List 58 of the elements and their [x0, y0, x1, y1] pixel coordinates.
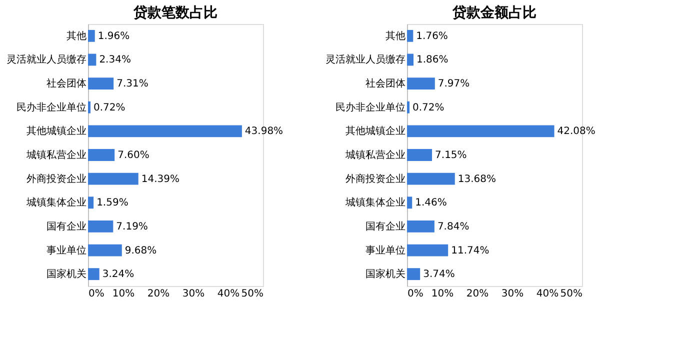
data-label: 9.68% [124, 245, 157, 256]
data-label: 3.74% [423, 269, 455, 280]
data-label: 1.76% [416, 30, 448, 42]
x-tick-label: 50% [560, 288, 582, 300]
y-tick-label: 社会团体 [46, 78, 86, 90]
y-tick-label: 其他 [66, 30, 86, 42]
x-tick-label: 30% [182, 288, 205, 300]
x-tick-label: 40% [217, 288, 240, 300]
x-tick-label: 10% [431, 288, 454, 300]
chart-title: 贷款金额占比 [452, 4, 536, 21]
y-tick-label: 其他 [386, 30, 406, 42]
x-tick-label: 50% [241, 288, 264, 300]
y-tick-label: 灵活就业人员缴存 [326, 54, 406, 66]
chart-title: 贷款笔数占比 [132, 4, 218, 21]
data-label: 14.39% [141, 174, 180, 185]
y-tick-label: 城镇集体企业 [344, 196, 406, 209]
data-label: 1.96% [98, 30, 130, 42]
data-label: 0.72% [412, 102, 444, 114]
y-tick-label: 国家机关 [366, 268, 406, 280]
data-label: 42.08% [557, 126, 596, 138]
data-label: 7.31% [116, 78, 148, 90]
x-tick-label: 0% [88, 288, 104, 300]
y-tick-label: 其他城镇企业 [346, 125, 406, 138]
y-tick-label: 城镇私营企业 [344, 149, 406, 161]
data-label: 11.74% [451, 245, 490, 256]
y-tick-label: 事业单位 [366, 244, 406, 256]
x-tick-label: 20% [466, 288, 489, 300]
x-tick-label: 40% [536, 288, 559, 300]
x-tick-label: 30% [501, 288, 524, 300]
data-label: 1.86% [416, 54, 448, 66]
data-label: 7.97% [438, 78, 470, 90]
data-label: 7.84% [437, 221, 470, 232]
x-tick-label: 10% [112, 288, 135, 300]
data-label: 7.15% [435, 150, 467, 161]
y-tick-label: 国有企业 [46, 220, 86, 232]
data-label: 3.24% [102, 269, 134, 280]
y-tick-label: 城镇集体企业 [26, 196, 86, 209]
data-label: 1.59% [96, 198, 128, 209]
y-tick-label: 民办非企业单位 [16, 101, 86, 114]
data-label: 43.98% [244, 126, 284, 138]
data-label: 7.19% [116, 221, 148, 232]
y-tick-label: 外商投资企业 [346, 172, 406, 185]
data-label: 0.72% [94, 102, 126, 114]
x-tick-label: 0% [408, 288, 424, 300]
y-tick-label: 民办非企业单位 [336, 101, 406, 114]
x-tick-label: 20% [147, 288, 170, 300]
y-tick-label: 国家机关 [46, 268, 86, 280]
y-tick-label: 社会团体 [366, 78, 406, 90]
y-tick-label: 外商投资企业 [26, 172, 86, 185]
data-label: 2.34% [99, 54, 131, 66]
data-label: 7.60% [118, 150, 150, 161]
y-tick-label: 其他城镇企业 [26, 125, 86, 138]
y-tick-label: 事业单位 [46, 244, 86, 256]
y-tick-label: 城镇私营企业 [26, 149, 86, 161]
data-label: 13.68% [458, 174, 496, 185]
y-tick-label: 灵活就业人员缴存 [6, 54, 86, 66]
y-tick-label: 国有企业 [366, 220, 406, 232]
data-label: 1.46% [415, 198, 447, 209]
